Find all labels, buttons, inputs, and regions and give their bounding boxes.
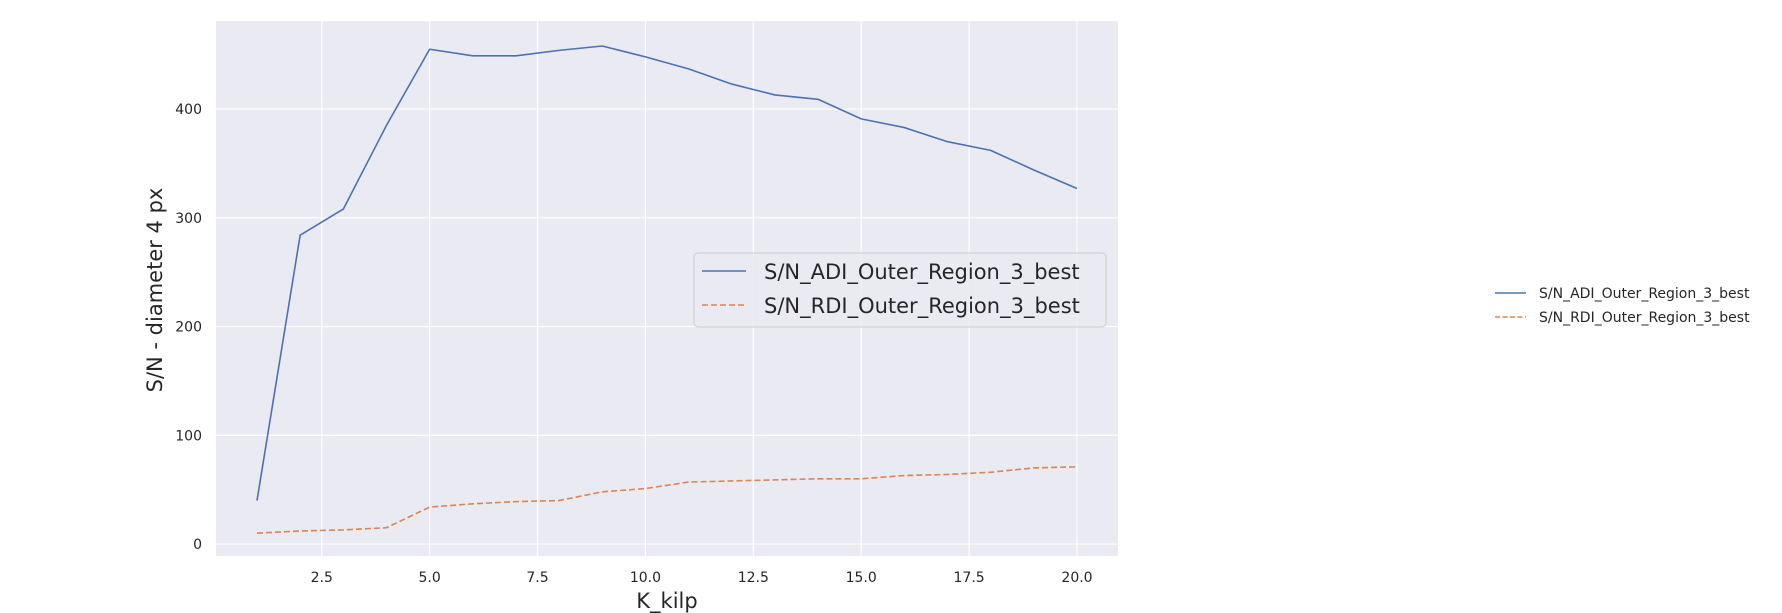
y-tick-label: 0 <box>193 537 202 553</box>
y-axis-label: S/N - diameter 4 px <box>143 188 167 393</box>
x-tick-label: 20.0 <box>1061 570 1092 586</box>
x-tick-label: 17.5 <box>954 570 985 586</box>
x-tick-label: 7.5 <box>526 570 548 586</box>
x-tick-label: 5.0 <box>418 570 440 586</box>
series-line-adi <box>256 45 1078 501</box>
legend-outside: S/N_ADI_Outer_Region_3_best S/N_RDI_Oute… <box>1495 286 1750 326</box>
y-tick-label: 200 <box>175 320 202 336</box>
y-tick-label: 400 <box>175 102 202 118</box>
tick-labels: 2.5 5.0 7.5 10.0 12.5 15.0 17.5 20.0 0 100 200 300 4… <box>175 102 1092 586</box>
series-lines <box>256 45 1078 534</box>
legend-outside-label-adi: S/N_ADI_Outer_Region_3_best <box>1539 286 1750 302</box>
y-tick-label: 100 <box>175 428 202 444</box>
x-tick-label: 10.0 <box>630 570 661 586</box>
x-tick-label: 12.5 <box>738 570 769 586</box>
x-axis-label: K_kilp <box>636 589 697 613</box>
x-tick-label: 2.5 <box>311 570 333 586</box>
series-line-rdi <box>256 466 1078 534</box>
legend-inside-label-adi: S/N_ADI_Outer_Region_3_best <box>764 260 1080 285</box>
x-tick-label: 15.0 <box>846 570 877 586</box>
y-tick-label: 300 <box>175 211 202 227</box>
legend-inside-label-rdi: S/N_RDI_Outer_Region_3_best <box>764 294 1080 319</box>
legend-inside-frame <box>693 252 1107 328</box>
legend-outside-label-rdi: S/N_RDI_Outer_Region_3_best <box>1539 310 1750 326</box>
legend-inside: S/N_ADI_Outer_Region_3_best S/N_RDI_Oute… <box>693 252 1107 328</box>
